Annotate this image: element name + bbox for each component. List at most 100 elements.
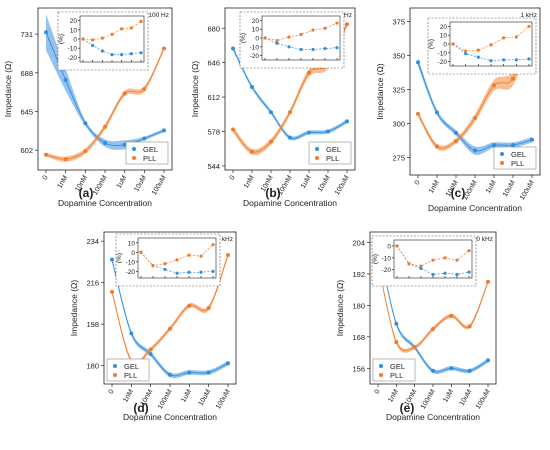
- legend-marker-gel: [379, 364, 383, 368]
- inset-point-pll: [395, 244, 399, 248]
- x-tick-label: 100uM: [475, 388, 492, 410]
- inset-border: [57, 11, 149, 71]
- inset-point-pll: [431, 258, 435, 262]
- data-point-gel: [129, 331, 134, 336]
- data-point-pll: [148, 347, 153, 352]
- inset-point-gel: [129, 52, 133, 56]
- data-point-pll: [168, 326, 172, 331]
- data-point-gel: [416, 60, 420, 65]
- y-tick-label: 275: [392, 153, 405, 162]
- inset-point-gel: [335, 46, 339, 50]
- inset-point-gel: [476, 55, 480, 59]
- data-point-gel: [288, 135, 292, 140]
- inset-y-tick-label: -10: [250, 44, 260, 51]
- inset-point-pll: [151, 264, 155, 268]
- inset-y-tick-label: -10: [438, 50, 448, 57]
- legend-marker-pll: [113, 373, 117, 377]
- data-point-gel: [307, 130, 311, 135]
- data-point-pll: [226, 253, 230, 258]
- inset-point-gel: [100, 49, 104, 53]
- inset-border: [239, 11, 345, 69]
- y-tick-label: 168: [352, 333, 365, 342]
- inset-y-tick-label: 0: [443, 42, 447, 49]
- x-tick-label: 0: [229, 174, 237, 181]
- data-point-pll: [486, 279, 490, 284]
- x-tick-label: 100uM: [519, 179, 536, 201]
- inset-point-gel: [299, 47, 303, 52]
- inset-point-gel: [464, 52, 468, 56]
- y-tick-label: 156: [352, 364, 365, 373]
- legend-marker-gel: [500, 152, 504, 156]
- inset-point-pll: [467, 249, 471, 253]
- inset-y-tick-label: -20: [382, 267, 392, 274]
- inset-point-pll: [139, 250, 143, 254]
- x-tick-label: 1nM: [57, 174, 70, 189]
- x-tick-label: 1uM: [442, 388, 455, 403]
- inset-point-gel: [91, 43, 95, 48]
- inset-border: [427, 17, 537, 75]
- legend-label-gel: GEL: [143, 145, 158, 154]
- series-band-pll: [418, 27, 532, 151]
- data-point-pll: [231, 127, 235, 132]
- inset-y-axis-title: (%): [372, 254, 379, 264]
- data-point-pll: [269, 139, 273, 144]
- frequency-label: 100 Hz: [148, 12, 169, 19]
- legend-box: [372, 358, 416, 382]
- data-point-gel: [394, 321, 399, 326]
- inset-point-gel: [211, 269, 215, 273]
- inset-point-pll: [464, 49, 468, 53]
- inset-y-tick-label: -10: [382, 255, 392, 262]
- data-point-pll: [63, 157, 68, 162]
- data-point-gel: [226, 361, 230, 366]
- inset-chart: 0 -10 -20(%): [371, 235, 477, 287]
- inset-point-gel: [287, 45, 291, 49]
- y-tick-label: 688: [20, 69, 33, 78]
- data-point-gel: [345, 119, 349, 124]
- data-point-pll: [103, 124, 107, 129]
- x-axis-title: Dopamine Concentration: [58, 198, 152, 208]
- inset-point-pll: [139, 19, 143, 24]
- data-point-pll: [250, 149, 254, 154]
- y-tick-label: 646: [207, 59, 220, 68]
- inset-chart: 10 0 -10 -20(%): [115, 233, 221, 287]
- data-point-pll: [122, 91, 127, 96]
- y-tick-label: 544: [207, 162, 220, 171]
- series-band-gel: [46, 14, 164, 150]
- legend-box: [125, 141, 169, 165]
- data-point-gel: [44, 30, 48, 35]
- data-point-gel: [83, 121, 88, 126]
- panel-label: (a): [79, 186, 94, 200]
- y-tick-label: 612: [207, 93, 220, 102]
- data-point-gel: [110, 257, 114, 262]
- inset-point-gel: [419, 266, 423, 271]
- x-tick-label: 100nM: [420, 388, 437, 410]
- inset-point-gel: [514, 58, 518, 62]
- inset-y-axis-title: (%): [116, 253, 123, 263]
- data-point-gel: [530, 137, 534, 142]
- inset-y-tick-label: -20: [250, 53, 260, 60]
- data-point-gel: [162, 128, 166, 133]
- legend-label-gel: GEL: [511, 150, 526, 159]
- data-point-gel: [168, 372, 172, 377]
- legend-marker-pll: [132, 156, 136, 160]
- data-point-gel: [250, 84, 254, 89]
- frequency-label: 10 kHz: [213, 236, 233, 243]
- inset-point-pll: [120, 27, 124, 31]
- inset-point-pll: [407, 262, 411, 266]
- y-tick-label: 204: [352, 238, 365, 247]
- inset-point-pll: [323, 26, 327, 30]
- series-band-gel: [418, 58, 532, 155]
- inset-point-gel: [311, 47, 315, 52]
- inset-y-axis-title: (%): [58, 34, 65, 44]
- y-tick-label: 180: [352, 301, 365, 310]
- data-point-gel: [142, 136, 147, 141]
- series-band-pll: [112, 252, 228, 367]
- data-point-pll: [345, 22, 349, 27]
- inset-y-tick-label: 10: [70, 27, 78, 34]
- inset-point-pll: [502, 36, 506, 40]
- inset-point-gel: [163, 267, 167, 272]
